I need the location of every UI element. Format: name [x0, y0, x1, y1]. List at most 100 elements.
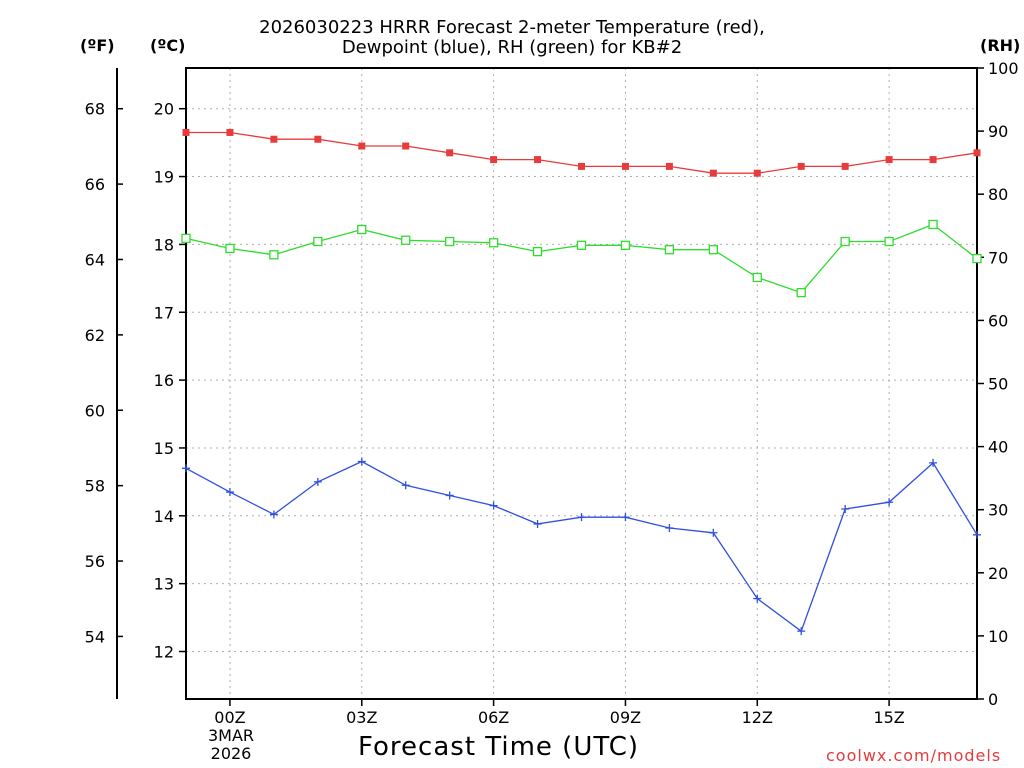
celsius-tick-label: 15	[154, 439, 174, 458]
rh-point	[972, 253, 982, 264]
rh-tick-label: 100	[988, 59, 1019, 78]
dewpoint-point	[269, 510, 278, 519]
rh-point	[884, 236, 894, 247]
temperature-point	[226, 128, 234, 136]
rh-point	[269, 250, 279, 260]
dewpoint-point	[841, 505, 850, 514]
celsius-tick-label: 13	[154, 575, 174, 594]
rh-point	[401, 235, 411, 245]
date-year-label: 2026	[210, 744, 252, 763]
fahrenheit-tick-label: 62	[85, 326, 105, 345]
celsius-tick-label: 17	[154, 303, 174, 322]
rh-point	[664, 245, 675, 255]
rh-point	[225, 243, 235, 254]
celsius-unit-label: (ºC)	[150, 36, 186, 55]
x-tick-label: 06Z	[478, 708, 509, 727]
temperature-point	[621, 162, 629, 170]
dewpoint-point	[401, 481, 410, 490]
rh-point	[708, 245, 718, 255]
celsius-tick-label: 16	[154, 371, 174, 390]
dewpoint-point	[313, 477, 322, 486]
rh-point	[313, 236, 323, 247]
celsius-tick-label: 19	[154, 168, 174, 187]
rh-tick-label: 80	[988, 185, 1008, 204]
temperature-point	[270, 135, 278, 143]
fahrenheit-tick-label: 56	[85, 552, 105, 571]
rh-point	[620, 240, 631, 250]
dewpoint-point	[182, 464, 190, 473]
fahrenheit-tick-label: 54	[85, 627, 105, 646]
rh-point	[796, 287, 806, 298]
rh-point	[928, 219, 938, 230]
x-tick-label: 09Z	[610, 708, 641, 727]
temperature-point	[534, 156, 542, 164]
x-tick-label: 12Z	[742, 708, 773, 727]
rh-tick-label: 90	[988, 122, 1008, 141]
x-tick-label: 03Z	[346, 708, 377, 727]
celsius-tick-label: 20	[154, 100, 174, 119]
temperature-point	[358, 142, 366, 150]
rh-tick-label: 30	[988, 501, 1008, 520]
dewpoint-point	[533, 519, 542, 528]
dewpoint-point	[577, 513, 586, 522]
temperature-point	[490, 156, 498, 164]
temperature-point	[753, 169, 761, 177]
rh-tick-label: 50	[988, 375, 1008, 394]
dewpoint-point	[885, 498, 894, 507]
temperature-point	[402, 142, 410, 150]
rh-point	[357, 224, 367, 235]
plot-frame	[185, 67, 978, 700]
fahrenheit-tick-label: 64	[85, 250, 105, 269]
rh-tick-label: 0	[988, 690, 998, 709]
rh-point	[181, 233, 191, 244]
dewpoint-point	[621, 513, 630, 522]
dewpoint-point	[357, 457, 366, 466]
temperature-point	[665, 162, 673, 170]
celsius-tick-label: 18	[154, 235, 174, 254]
dewpoint-point	[929, 458, 938, 467]
dewpoint-point	[445, 491, 454, 500]
rh-point	[840, 236, 850, 247]
temperature-point	[446, 149, 454, 157]
rh-tick-label: 70	[988, 248, 1008, 267]
temperature-point	[182, 128, 190, 136]
rh-tick-label: 20	[988, 564, 1008, 583]
x-axis-title: Forecast Time (UTC)	[358, 732, 640, 762]
dewpoint-point	[753, 594, 762, 603]
dewpoint-point	[973, 530, 981, 539]
x-tick-label: 00Z	[214, 708, 245, 727]
fahrenheit-tick-label: 66	[85, 175, 105, 194]
temperature-point	[314, 135, 322, 143]
rh-unit-label: (RH)	[980, 36, 1021, 55]
temperature-point	[797, 162, 805, 170]
source-credit[interactable]: coolwx.com/models	[826, 746, 1002, 765]
rh-line	[185, 223, 978, 294]
temperature-point	[973, 149, 981, 157]
rh-tick-label: 10	[988, 627, 1008, 646]
fahrenheit-unit-label: (ºF)	[80, 36, 115, 55]
celsius-tick-label: 14	[154, 507, 174, 526]
temperature-point	[578, 162, 585, 170]
rh-point	[488, 238, 499, 248]
temperature-point	[709, 169, 717, 177]
rh-point	[576, 240, 587, 250]
fahrenheit-tick-label: 58	[85, 477, 105, 496]
fahrenheit-tick-label: 60	[85, 401, 105, 420]
dewpoint-point	[665, 524, 674, 533]
rh-point	[445, 236, 455, 247]
temperature-point	[885, 156, 893, 164]
x-tick-label: 15Z	[873, 708, 904, 727]
temperature-point	[929, 156, 937, 164]
dewpoint-point	[797, 627, 806, 636]
dewpoint-line	[185, 460, 978, 633]
dewpoint-point	[489, 501, 498, 510]
fahrenheit-tick-label: 68	[85, 100, 105, 119]
rh-tick-label: 60	[988, 311, 1008, 330]
dewpoint-point	[225, 488, 234, 497]
chart-title-line-2: Dewpoint (blue), RH (green) for KB#2	[341, 37, 683, 58]
rh-tick-label: 40	[988, 438, 1008, 457]
rh-point	[532, 246, 543, 257]
date-day-label: 3MAR	[207, 726, 255, 745]
chart-title-line-1: 2026030223 HRRR Forecast 2-meter Tempera…	[259, 17, 765, 38]
